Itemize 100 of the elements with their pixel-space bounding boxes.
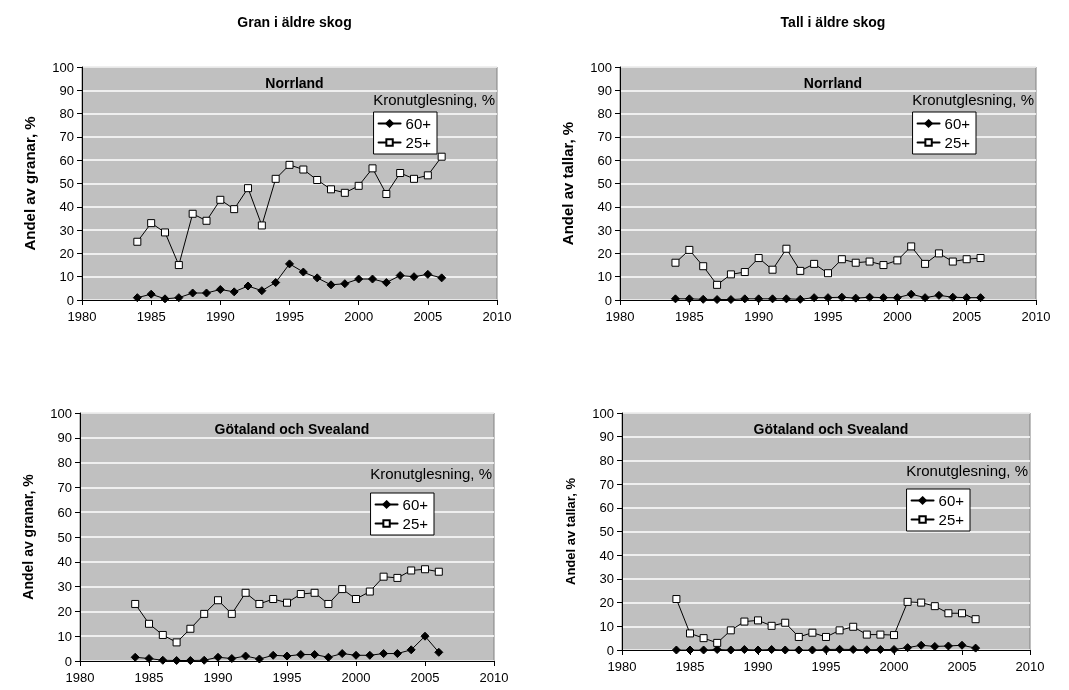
point [268,650,278,660]
point [255,599,264,608]
legend-title: Kronutglesning, % [912,91,1035,108]
point [147,219,156,228]
point [283,598,291,607]
x-tick-label: 1995 [272,670,302,685]
x-tick-label: 1985 [136,309,166,324]
point [865,257,874,266]
y-tick-label: 20 [597,245,612,261]
point [934,249,943,258]
point [132,293,142,303]
legend-title: Kronutglesning, % [906,462,1029,479]
y-tick-label: 80 [597,106,612,122]
point [903,643,913,653]
x-tick-label: 1995 [275,309,304,324]
point [944,609,953,618]
point [338,585,347,594]
point [340,188,349,197]
point [903,597,912,606]
point [698,294,708,304]
point [781,294,791,304]
point [199,655,209,665]
point [889,645,899,655]
point [423,269,433,279]
point [835,626,844,635]
point [407,566,416,575]
point [890,631,898,640]
x-tick-label: 2010 [482,309,512,324]
point [257,221,266,230]
x-tick-label: 1985 [675,659,705,674]
point [686,629,694,638]
point [837,255,846,264]
x-tick-label: 2000 [882,309,912,324]
x-tick-label: 1980 [605,309,635,324]
point [368,164,377,173]
point [670,294,680,304]
point [794,645,804,655]
point [420,631,430,641]
point [216,195,225,204]
point [807,645,817,655]
point [754,294,764,304]
point [133,237,142,246]
y-tick-label: 60 [59,152,74,168]
point [326,280,336,290]
point [409,272,419,282]
text: Götaland och Svealand [214,421,370,437]
point [310,588,319,597]
point [423,171,432,180]
x-tick-label: 2010 [1015,659,1045,674]
point [930,602,939,611]
point [285,259,294,269]
point [172,638,181,647]
point [395,271,405,281]
point [849,622,858,631]
point [699,645,709,655]
point [310,650,320,660]
y-tick-label: 70 [59,129,74,145]
legend-title: Kronutglesning, % [373,91,496,108]
point [312,273,322,283]
point [160,294,170,304]
point [726,626,735,635]
point [810,259,819,268]
point [740,617,749,626]
point [862,630,871,639]
y-tick-label: 10 [597,269,612,285]
point [313,176,322,185]
point [257,286,267,296]
point [241,651,251,661]
point [146,289,156,299]
legend-title: Kronutglesning, % [370,465,493,482]
y-tick-label: 40 [57,554,72,570]
y-tick-label: 0 [604,292,612,308]
point [282,651,292,661]
y-tick-label: 10 [599,618,614,634]
point [740,294,750,304]
legend-label: 25+ [405,134,432,151]
point [878,293,888,303]
point [907,242,916,251]
y-tick-label: 90 [597,82,612,98]
point [685,645,695,655]
legend-label: 60+ [944,115,971,132]
x-tick-label: 2000 [344,309,374,324]
y-tick-label: 0 [64,653,72,669]
legend-label: 60+ [938,492,965,509]
point [934,290,944,300]
point [354,181,363,190]
legend-label: 60+ [402,496,429,513]
point [144,654,154,664]
point [354,274,364,284]
point [876,630,885,639]
point [298,267,308,277]
point [781,618,790,627]
point [822,632,830,641]
point [835,644,845,654]
point [848,645,858,655]
y-tick-label: 100 [592,405,614,421]
y-tick-label: 70 [597,129,612,145]
y-tick-label: 90 [59,82,74,98]
point [794,632,803,641]
y-tick-label: 50 [597,176,612,191]
